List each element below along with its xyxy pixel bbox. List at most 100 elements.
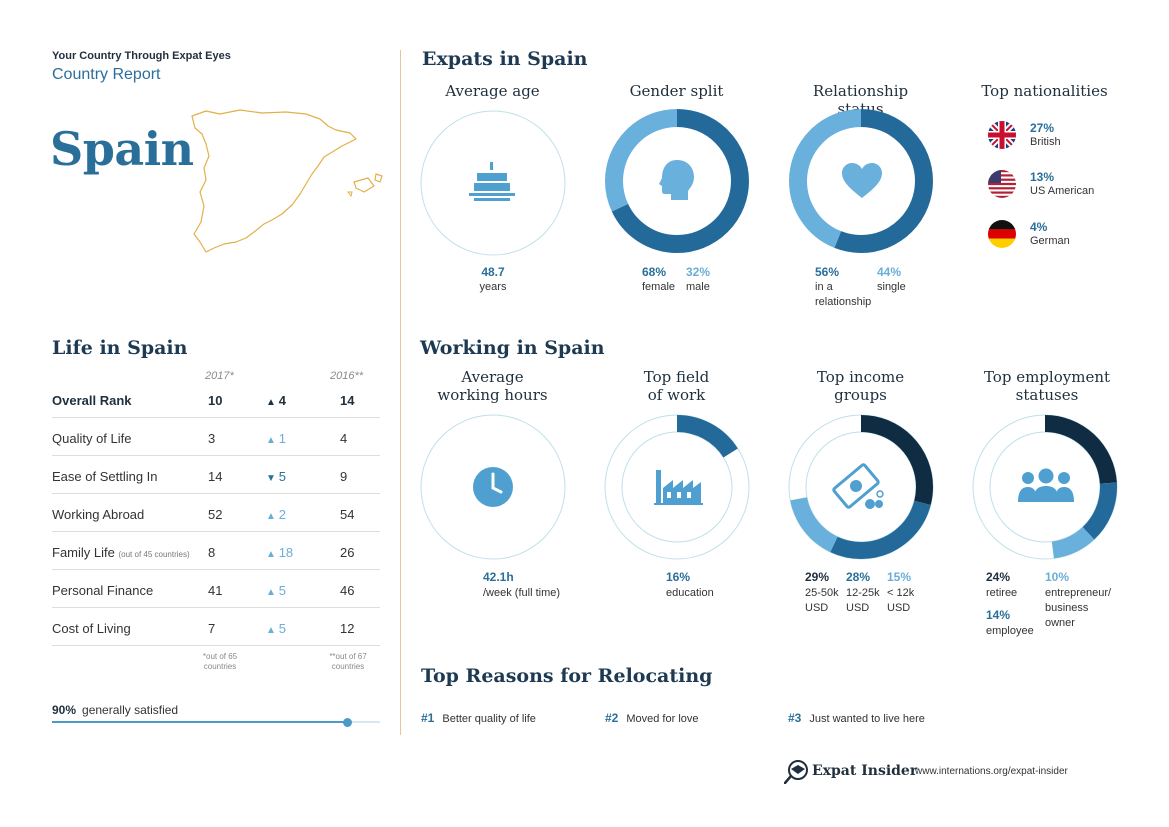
- hours-unit: /week (full time): [483, 587, 561, 599]
- female-label: female: [642, 281, 676, 293]
- footnote-2017: *out of 65 countries: [202, 652, 238, 671]
- nationality-name: German: [1030, 235, 1070, 247]
- employment-donut: [972, 414, 1118, 560]
- employee-pct: 14%: [986, 608, 1011, 622]
- expats-section-title: Expats in Spain: [422, 48, 588, 70]
- rank-label: Family Life (out of 45 countries): [52, 545, 190, 560]
- arrow-up-icon: ▲: [266, 511, 279, 522]
- rank-2016: 46: [340, 583, 355, 598]
- rank-row: Ease of Settling In 14 ▼ 5 9: [52, 456, 380, 494]
- reason-item: #2 Moved for love: [605, 711, 699, 725]
- arrow-up-icon: ▲: [266, 625, 279, 636]
- employment-segment: [973, 415, 1117, 559]
- rank-2017: 52: [208, 507, 223, 522]
- male-segment: [605, 109, 749, 253]
- avg-age-ring: [420, 110, 566, 256]
- rank-label: Cost of Living: [52, 621, 131, 636]
- country-title: Spain: [50, 122, 194, 176]
- female-pct: 68%: [642, 265, 667, 279]
- nationality-pct: 4%: [1030, 220, 1048, 234]
- rank-row: Working Abroad 52 ▲ 2 54: [52, 494, 380, 532]
- rank-2017: 14: [208, 469, 223, 484]
- rank-2016: 14: [340, 393, 355, 408]
- rank-2016: 4: [340, 431, 348, 446]
- us-flag-icon: [988, 170, 1016, 198]
- field-heading: Top field of work: [643, 368, 710, 404]
- money-icon: [832, 463, 884, 509]
- field-pct: 16%: [666, 570, 691, 584]
- rank-change: ▲ 2: [266, 507, 286, 522]
- footnote-2016: **out of 67 countries: [329, 652, 367, 671]
- relationship-pct: 56%: [815, 265, 840, 279]
- income-group: 15% < 12k USD: [887, 570, 915, 614]
- nationality-item: 27% British: [988, 121, 1061, 154]
- rank-label: Personal Finance: [52, 583, 154, 598]
- report-subtitle: Country Report: [52, 66, 161, 83]
- satisfaction-knob: [343, 718, 353, 727]
- rank-row: Overall Rank 10 ▲ 4 14: [52, 380, 380, 418]
- relationship-donut: [789, 109, 933, 253]
- income-group: 29% 25-50k USD: [805, 570, 839, 614]
- single-segment: [789, 109, 933, 253]
- rank-row: Personal Finance 41 ▲ 5 46: [52, 570, 380, 608]
- relationship-label: in a relationship: [815, 281, 872, 308]
- rank-change: ▲ 4: [266, 393, 286, 408]
- single-pct: 44%: [877, 265, 902, 279]
- rank-change: ▲ 5: [266, 621, 286, 636]
- avg-age-heading: Average age: [445, 82, 540, 100]
- column-divider: [400, 50, 401, 735]
- arrow-up-icon: ▲: [266, 549, 279, 560]
- rank-2017: 41: [208, 583, 223, 598]
- factory-icon: [654, 470, 703, 505]
- income-heading: Top income groups: [816, 368, 905, 404]
- rank-row: Cost of Living 7 ▲ 5 12: [52, 608, 380, 646]
- gender-heading: Gender split: [629, 82, 724, 100]
- education-segment: [605, 415, 749, 559]
- reasons-section-title: Top Reasons for Relocating: [421, 665, 713, 687]
- single-label: single: [877, 281, 906, 293]
- rank-2017: 8: [208, 545, 216, 560]
- rank-2016: 26: [340, 545, 355, 560]
- avg-age-value: 48.7: [481, 265, 505, 279]
- reason-item: #1 Better quality of life: [421, 711, 536, 725]
- hours-value: 42.1h: [483, 570, 514, 584]
- tagline: Your Country Through Expat Eyes: [52, 50, 231, 62]
- reason-item: #3 Just wanted to live here: [788, 711, 925, 725]
- rank-2017: 10: [208, 393, 223, 408]
- entrepreneur-label: entrepreneur/ business owner: [1045, 587, 1112, 629]
- rank-change: ▼ 5: [266, 469, 286, 484]
- working-section-title: Working in Spain: [420, 337, 605, 359]
- rank-label: Working Abroad: [52, 507, 145, 522]
- rank-change: ▲ 5: [266, 583, 286, 598]
- german-flag-icon: [988, 220, 1016, 248]
- birthday-cake-icon: [469, 162, 515, 201]
- people-icon: [1018, 468, 1074, 502]
- entrepreneur-pct: 10%: [1045, 570, 1070, 584]
- rank-label: Overall Rank: [52, 393, 132, 408]
- income-segment: [789, 415, 933, 559]
- satisfaction-fill: [52, 721, 348, 723]
- arrow-down-icon: ▼: [266, 473, 279, 484]
- head-icon: [659, 160, 694, 200]
- uk-flag-icon: [988, 121, 1016, 149]
- nationality-name: US American: [1030, 185, 1095, 197]
- col-header-2017: 2017*: [205, 370, 234, 382]
- rank-change: ▲ 1: [266, 431, 286, 446]
- footer-url[interactable]: www.internations.org/expat-insider: [915, 766, 1068, 777]
- col-header-2016: 2016**: [330, 370, 364, 382]
- rank-row: Quality of Life 3 ▲ 1 4: [52, 418, 380, 456]
- expat-insider-logo-icon: [784, 760, 808, 784]
- clock-icon: [473, 467, 513, 507]
- nationality-pct: 27%: [1030, 121, 1055, 135]
- heart-icon: [842, 163, 882, 198]
- male-pct: 32%: [686, 265, 711, 279]
- employment-heading: Top employment statuses: [983, 368, 1111, 404]
- rank-2016: 12: [340, 621, 355, 636]
- rank-2016: 9: [340, 469, 348, 484]
- rank-2017: 3: [208, 431, 216, 446]
- income-donut: [788, 414, 934, 560]
- nationality-item: 4% German: [988, 220, 1070, 253]
- hours-heading: Average working hours: [437, 368, 548, 404]
- field-label: education: [666, 587, 714, 599]
- field-donut: [604, 414, 750, 560]
